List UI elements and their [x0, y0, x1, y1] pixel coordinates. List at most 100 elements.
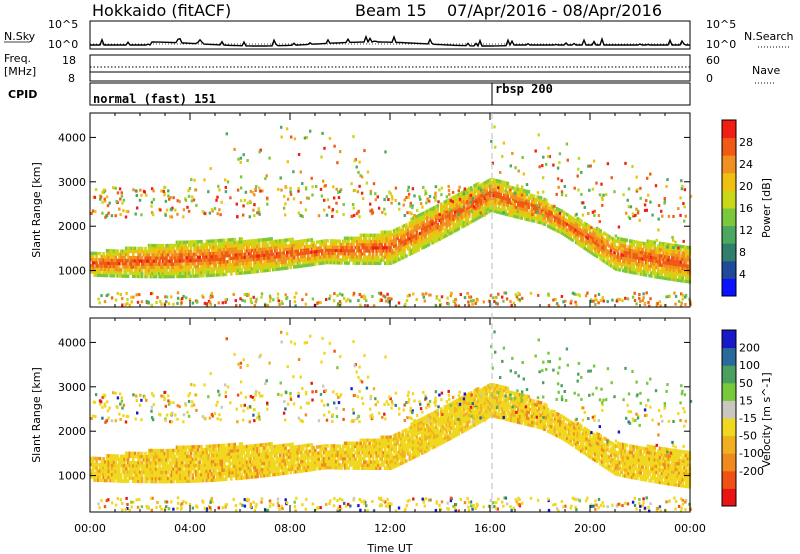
heatmap-cell	[105, 214, 109, 218]
heatmap-cell	[114, 271, 118, 275]
heatmap-cell	[419, 241, 422, 245]
heatmap-cell	[217, 301, 220, 305]
heatmap-cell	[419, 244, 422, 248]
heatmap-cell	[658, 272, 662, 277]
heatmap-cell	[231, 259, 235, 264]
heatmap-cell	[233, 442, 237, 447]
heatmap-cell	[676, 253, 679, 257]
heatmap-cell	[254, 238, 258, 243]
heatmap-cell	[163, 476, 167, 481]
heatmap-cell	[224, 241, 228, 245]
heatmap-cell	[671, 277, 674, 282]
heatmap-cell	[641, 254, 644, 258]
heatmap-cell	[409, 201, 412, 205]
heatmap-cell	[471, 213, 475, 217]
heatmap-cell	[389, 246, 392, 250]
heatmap-cell	[118, 479, 121, 483]
heatmap-cell	[116, 463, 119, 468]
heatmap-cell	[370, 243, 373, 247]
heatmap-cell	[629, 257, 632, 262]
heatmap-cell	[255, 297, 258, 301]
heatmap-cell	[643, 241, 646, 246]
heatmap-cell	[599, 254, 602, 258]
heatmap-cell	[643, 263, 646, 268]
heatmap-cell	[583, 224, 587, 229]
heatmap-cell	[142, 253, 146, 257]
heatmap-cell	[270, 249, 273, 253]
heatmap-cell	[149, 461, 153, 465]
heatmap-cell	[203, 466, 207, 470]
heatmap-cell	[595, 229, 599, 234]
heatmap-cell	[130, 295, 133, 299]
heatmap-cell	[200, 444, 203, 449]
heatmap-cell	[541, 218, 545, 223]
heatmap-cell	[294, 265, 298, 269]
heatmap-cell	[464, 201, 468, 205]
heatmap-cell	[427, 214, 431, 219]
heatmap-cell	[91, 264, 95, 268]
heatmap-cell	[200, 271, 203, 275]
heatmap-cell	[132, 262, 135, 266]
heatmap-cell	[662, 248, 665, 252]
heatmap-cell	[377, 291, 381, 295]
heatmap-cell	[504, 181, 508, 185]
heatmap-cell	[315, 246, 319, 250]
heatmap-cell	[118, 258, 121, 263]
heatmap-cell	[144, 455, 147, 459]
heatmap-cell	[221, 241, 224, 246]
heatmap-cell	[548, 209, 552, 214]
heatmap-cell	[683, 257, 686, 262]
heatmap-cell	[249, 239, 252, 243]
heatmap-cell	[184, 473, 188, 477]
heatmap-cell	[655, 262, 658, 267]
heatmap-cell	[249, 255, 252, 259]
heatmap-cell	[357, 170, 360, 174]
heatmap-cell	[253, 203, 256, 207]
heatmap-cell	[653, 256, 657, 260]
heatmap-cell	[420, 240, 424, 244]
heatmap-cell	[184, 448, 188, 452]
heatmap-cell	[287, 256, 291, 261]
heatmap-cell	[458, 197, 462, 201]
heatmap-cell	[597, 231, 601, 235]
heatmap-cell	[601, 242, 604, 247]
heatmap-cell	[632, 261, 636, 266]
heatmap-cell	[233, 467, 237, 471]
heatmap-cell	[669, 277, 672, 281]
heatmap-cell	[657, 228, 660, 232]
heatmap-cell	[224, 266, 228, 270]
heatmap-cell	[210, 254, 214, 259]
heatmap-cell	[350, 245, 354, 250]
heatmap-cell	[655, 304, 659, 308]
heatmap-cell	[385, 249, 389, 253]
heatmap-cell	[676, 278, 679, 282]
heatmap-cell	[100, 258, 104, 262]
heatmap-cell	[392, 232, 396, 236]
heatmap-cell	[599, 229, 602, 233]
heatmap-cell	[233, 461, 237, 465]
heatmap-cell	[371, 211, 374, 215]
heatmap-cell	[123, 268, 126, 272]
heatmap-cell	[163, 464, 167, 468]
heatmap-cell	[181, 458, 184, 462]
heatmap-cell	[583, 246, 587, 250]
heatmap-cell	[147, 455, 151, 459]
heatmap-cell	[592, 252, 595, 256]
heatmap-cell	[174, 467, 177, 471]
heatmap-cell	[648, 267, 651, 272]
heatmap-cell	[674, 278, 678, 282]
heatmap-cell	[194, 188, 198, 192]
heatmap-cell	[326, 257, 329, 262]
heatmap-cell	[118, 265, 121, 269]
heatmap-cell	[630, 239, 634, 243]
heatmap-cell	[237, 467, 240, 471]
heatmap-cell	[349, 245, 352, 250]
heatmap-cell	[527, 199, 531, 203]
heatmap-cell	[100, 273, 104, 278]
heatmap-cell	[553, 221, 557, 226]
heatmap-cell	[412, 238, 415, 242]
heatmap-cell	[513, 205, 517, 209]
heatmap-cell	[454, 304, 457, 308]
heatmap-cell	[343, 236, 347, 240]
heatmap-cell	[156, 247, 160, 251]
